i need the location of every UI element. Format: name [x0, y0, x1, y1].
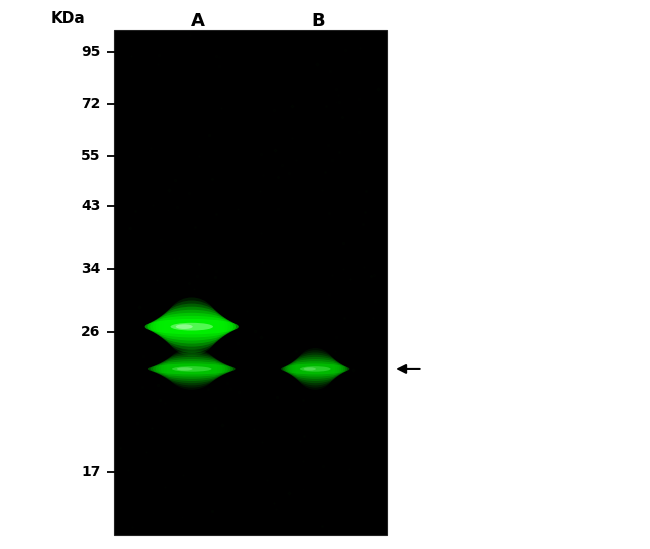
- Ellipse shape: [150, 313, 233, 340]
- Ellipse shape: [176, 324, 192, 329]
- Text: 17: 17: [81, 465, 101, 479]
- Ellipse shape: [162, 300, 222, 353]
- Ellipse shape: [293, 350, 337, 388]
- Ellipse shape: [304, 367, 316, 371]
- Ellipse shape: [153, 310, 230, 344]
- Text: A: A: [191, 12, 205, 30]
- Ellipse shape: [161, 352, 222, 385]
- Ellipse shape: [177, 367, 192, 371]
- Text: B: B: [312, 12, 325, 30]
- Ellipse shape: [281, 363, 350, 374]
- Ellipse shape: [159, 355, 225, 383]
- Text: KDa: KDa: [51, 10, 86, 26]
- Ellipse shape: [172, 366, 211, 372]
- Ellipse shape: [166, 348, 217, 390]
- Ellipse shape: [164, 350, 220, 388]
- Ellipse shape: [156, 307, 228, 346]
- Text: 55: 55: [81, 149, 101, 164]
- Ellipse shape: [144, 319, 239, 334]
- Ellipse shape: [285, 359, 345, 379]
- Ellipse shape: [300, 366, 331, 372]
- Ellipse shape: [153, 359, 230, 379]
- Ellipse shape: [159, 304, 225, 350]
- Text: 34: 34: [81, 262, 101, 276]
- Text: 95: 95: [81, 45, 101, 59]
- Ellipse shape: [289, 355, 341, 383]
- Ellipse shape: [148, 316, 236, 338]
- Ellipse shape: [156, 357, 228, 381]
- Text: 72: 72: [81, 97, 101, 111]
- Ellipse shape: [170, 323, 213, 330]
- Ellipse shape: [148, 363, 235, 374]
- Text: 43: 43: [81, 199, 101, 213]
- Ellipse shape: [283, 361, 347, 377]
- Bar: [114, 30, 387, 535]
- Ellipse shape: [296, 348, 335, 390]
- Ellipse shape: [151, 361, 233, 377]
- Text: 26: 26: [81, 325, 101, 339]
- Ellipse shape: [291, 352, 339, 385]
- Ellipse shape: [164, 298, 219, 356]
- Ellipse shape: [287, 357, 343, 381]
